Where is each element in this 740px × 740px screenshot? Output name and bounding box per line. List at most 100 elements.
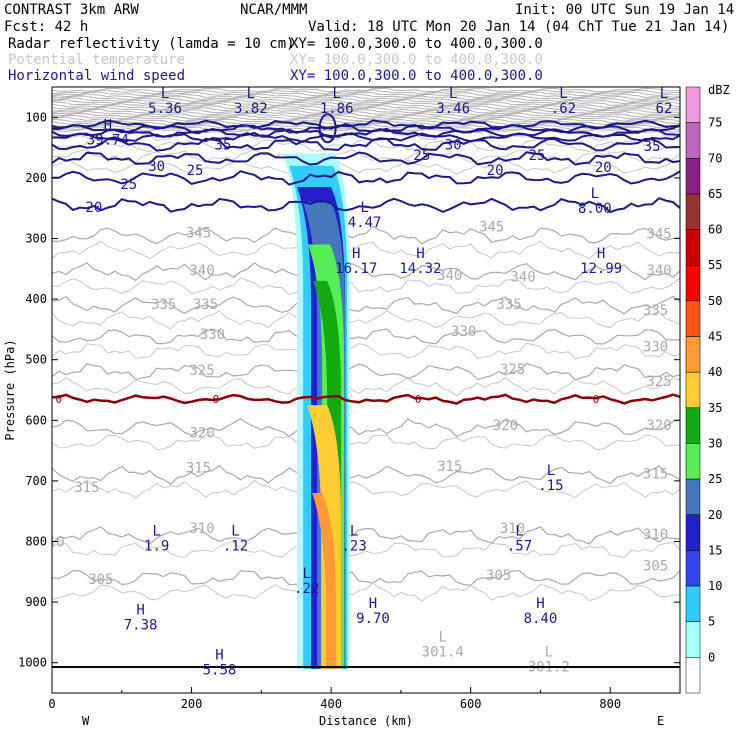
upper-theta-line — [52, 118, 680, 124]
colorbar-swatch — [685, 478, 701, 516]
wind-contour-label: 20 — [487, 163, 504, 179]
theta-contour-label: 310 — [643, 527, 668, 543]
reflectivity-column — [283, 153, 350, 669]
wind-extremum-value: 4.47 — [348, 215, 382, 231]
theta-contour-305 — [52, 569, 680, 586]
colorbar-level-label: 5 — [708, 615, 715, 629]
legend-field-xy: XY= 100.0,300.0 to 400.0,300.0 — [290, 52, 543, 68]
x-axis: 0 200 400 600 800 — [48, 687, 681, 711]
freezing-level-label: 0 — [593, 393, 600, 406]
wind-extremum-value: 8.00 — [578, 201, 612, 217]
wind-extremum-letter: L — [449, 86, 457, 102]
wind-extremum-value: 1.9 — [144, 539, 169, 555]
theta-contour-label: 325 — [646, 374, 671, 390]
wind-extremum-value: 3.82 — [234, 101, 268, 117]
theta-contour-label: 305 — [486, 568, 511, 584]
y-tick-label: 100 — [25, 110, 47, 124]
wind-extremum-letter: H — [369, 596, 377, 612]
wind-contours — [52, 113, 680, 214]
colorbar-level-label: 30 — [708, 436, 722, 450]
y-tick-label: 300 — [25, 232, 47, 246]
theta-contour-label: 320 — [493, 418, 518, 434]
freezing-level-label: 0 — [212, 393, 219, 406]
plot-background — [52, 87, 680, 693]
header-valid-time: Valid: 18 UTC Mon 20 Jan 14 (04 ChT Tue … — [308, 19, 729, 35]
wind-contour-upper — [52, 124, 680, 134]
theta-contour-label: 330 — [200, 327, 225, 343]
theta-contour-minor — [52, 541, 680, 559]
freezing-level-contour — [52, 393, 680, 405]
y-tick-label: 900 — [25, 595, 47, 609]
wind-extremum-value: 3.46 — [436, 101, 470, 117]
field-legend: Radar reflectivity (lamda = 10 cm)XY= 10… — [8, 36, 543, 84]
colorbar-swatch — [685, 229, 701, 266]
colorbar-level-label: 25 — [708, 472, 722, 486]
theta-contour-label: 345 — [479, 219, 504, 235]
y-tick-label: 800 — [25, 535, 47, 549]
upper-theta-line — [52, 93, 680, 99]
colorbar-level-label: 50 — [708, 294, 722, 308]
theta-contour-minor — [52, 310, 680, 330]
wind-extremum-value: .12 — [223, 539, 248, 555]
theta-contour-345 — [52, 225, 680, 246]
theta-contour-label: 335 — [151, 297, 176, 313]
wind-contour-20 — [52, 197, 680, 214]
reflectivity-layer — [312, 493, 337, 669]
colorbar-level-label: 15 — [708, 543, 722, 557]
theta-contour-label: 315 — [74, 480, 99, 496]
header-init-time: Init: 00 UTC Sun 19 Jan 14 — [515, 2, 734, 18]
upper-theta-line — [52, 91, 680, 97]
contour-labels: 345 345 345 340 340 340 340 335 335 335 335 330 330 3… — [52, 138, 672, 589]
theta-contour-minor — [52, 376, 680, 397]
theta-contour-label: 310 — [500, 521, 525, 537]
wind-extremum-letter: L — [591, 186, 599, 202]
theta-contour-325 — [52, 362, 680, 381]
wind-extremum-value: 16.17 — [335, 261, 377, 277]
y-tick-label: 400 — [25, 292, 47, 306]
theta-extremum-value: 301.4 — [422, 645, 464, 661]
colorbar-level-label: 65 — [708, 187, 722, 201]
theta-contour-label: 315 — [643, 467, 668, 483]
wind-extremum-letter: L — [302, 566, 310, 582]
wind-extremum-letter: L — [231, 524, 239, 540]
colorbar-level-label: 10 — [708, 579, 722, 593]
wind-contour-label: 25 — [120, 177, 137, 193]
wind-extremum-letter: H — [104, 117, 112, 133]
theta-contour-label: 345 — [186, 225, 211, 241]
wind-extremum-letter: L — [559, 86, 567, 102]
wind-contour-label: 35 — [215, 138, 232, 154]
colorbar-swatch — [685, 371, 701, 409]
wind-contour-label: 20 — [595, 160, 612, 176]
wind-extremum-letter: L — [515, 524, 523, 540]
colorbar-swatch — [685, 621, 701, 658]
colorbar-swatch — [685, 585, 701, 622]
theta-contour-minor — [52, 479, 680, 499]
colorbar-level-label: 0 — [708, 650, 715, 664]
wind-extremum-letter: L — [360, 200, 368, 216]
theta-contour-label: 310 — [189, 521, 214, 537]
x-tick-label: 600 — [460, 697, 482, 711]
y-tick-label: 1000 — [18, 656, 47, 670]
theta-contour-label: 325 — [500, 362, 525, 378]
theta-contour-330 — [52, 328, 680, 345]
y-tick-label: 700 — [25, 474, 47, 488]
theta-contour-label: 345 — [646, 227, 671, 243]
wind-contour-label: 25 — [413, 148, 430, 164]
wind-extremum-value: 14.32 — [399, 261, 441, 277]
theta-contour-label: 340 — [189, 263, 214, 279]
colorbar-swatch — [685, 86, 701, 123]
wind-extremum-value: 12.99 — [580, 261, 622, 277]
wind-extremum-letter: L — [247, 86, 255, 102]
upper-theta-line — [52, 159, 680, 176]
theta-contour-minor — [52, 434, 680, 451]
wind-contour-label: 30 — [445, 138, 462, 154]
colorbar-level-label: 35 — [708, 401, 722, 415]
theta-contour-minor — [52, 342, 680, 360]
wind-extremum-value: .57 — [507, 539, 532, 555]
theta-contour-minor — [52, 277, 680, 296]
upper-theta-line — [52, 116, 680, 122]
wind-extremum-letter: L — [547, 463, 555, 479]
wind-extremum-value: .22 — [294, 581, 319, 597]
wind-contour-label: 35 — [644, 139, 661, 155]
